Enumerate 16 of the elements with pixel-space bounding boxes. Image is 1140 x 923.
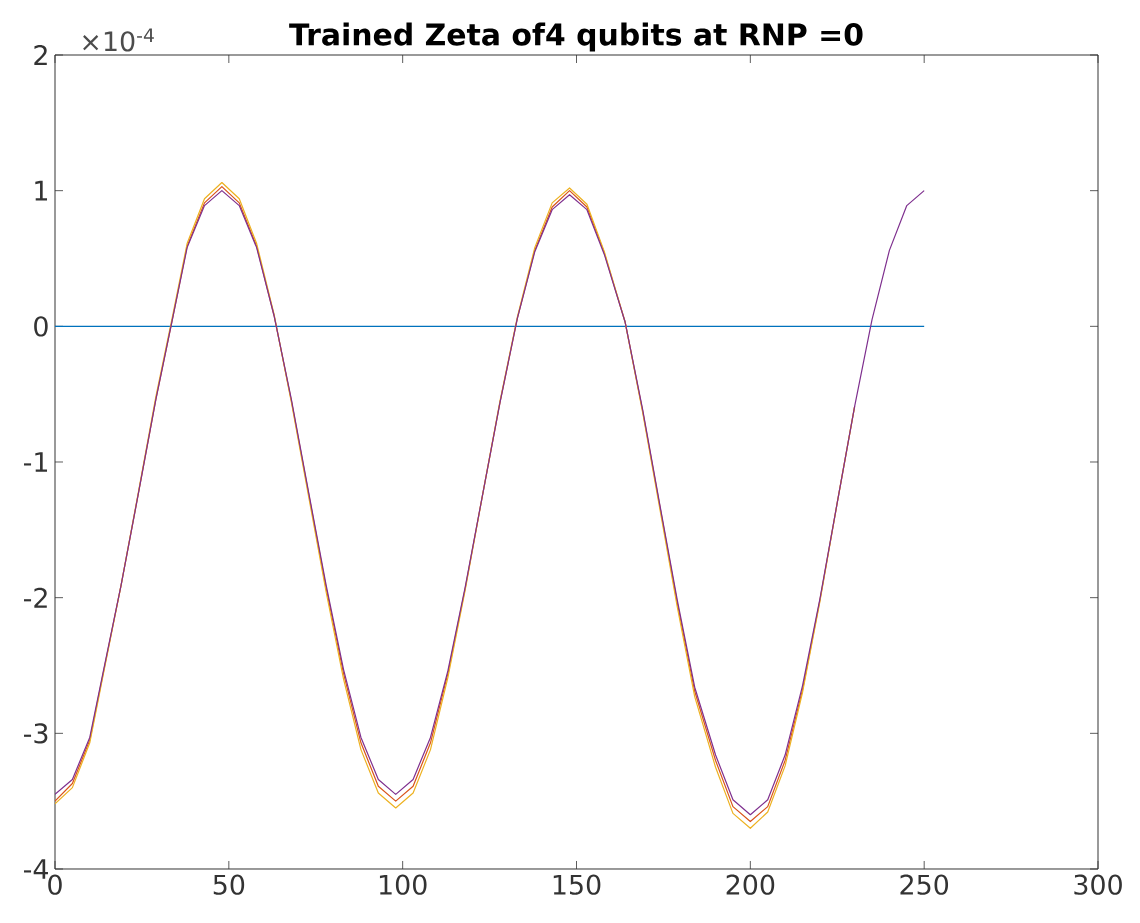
y-tick-label: -1 (23, 452, 48, 472)
y-tick-label: -2 (23, 587, 47, 608)
x-tick-label: 300 (1074, 874, 1122, 895)
x-tick-label: 200 (726, 874, 775, 895)
x-tick-label: 250 (900, 874, 949, 895)
y-tick-label: 2 (34, 45, 47, 65)
x-tick-label: 50 (213, 874, 245, 895)
text: ×10$^{-4}$ (83, 28, 154, 52)
y-tick-label: 0 (34, 316, 48, 337)
x-tick-label: 150 (553, 874, 601, 895)
x-tick-label: 100 (379, 874, 427, 895)
y-tick-label: -4 (23, 859, 48, 879)
y-tick-label: 1 (35, 180, 48, 201)
chart-title: Trained Zeta of4 qubits at RNP =0 (289, 22, 863, 52)
x-tick-label: 0 (48, 874, 62, 895)
y-tick-label: -3 (23, 723, 48, 744)
